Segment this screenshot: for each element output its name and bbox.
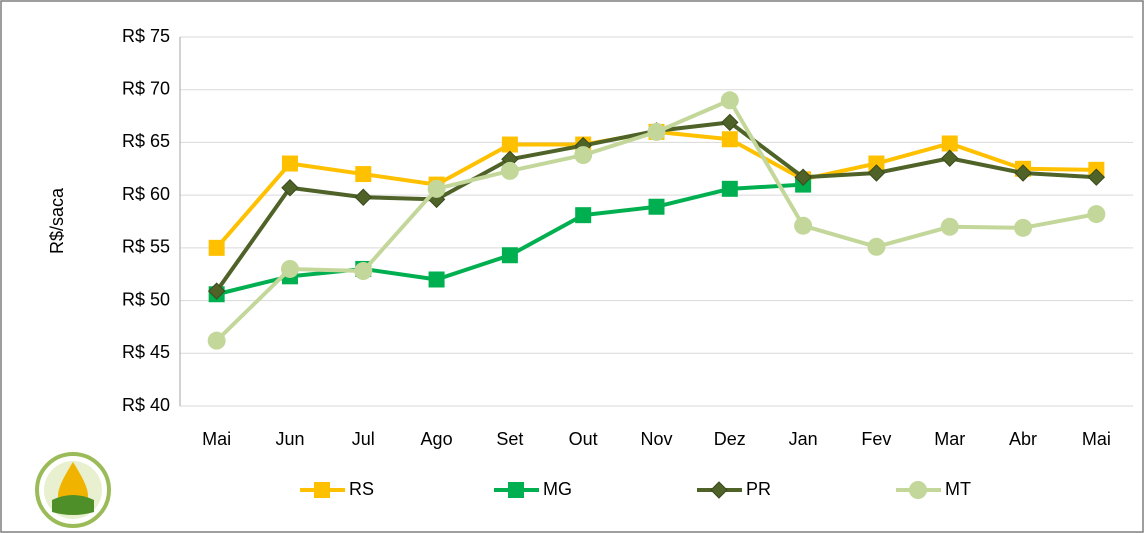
data-point — [721, 113, 739, 132]
y-tick-label: R$ 55 — [122, 237, 170, 257]
data-point — [868, 155, 885, 172]
data-point — [427, 179, 446, 198]
y-tick-label: R$ 60 — [122, 184, 170, 204]
y-tick-label: R$ 45 — [122, 342, 170, 362]
y-tick-label: R$ 50 — [122, 289, 170, 309]
data-point — [354, 262, 373, 281]
x-tick-label: Ago — [421, 429, 453, 449]
data-point — [355, 166, 372, 183]
legend-label: MG — [543, 479, 572, 499]
data-point — [501, 247, 518, 264]
data-point — [721, 131, 738, 148]
x-tick-label: Abr — [1009, 429, 1037, 449]
x-tick-label: Jan — [789, 429, 818, 449]
legend-marker — [508, 482, 524, 498]
data-point — [501, 136, 518, 153]
x-tick-label: Nov — [640, 429, 672, 449]
x-tick-label: Mai — [1082, 429, 1111, 449]
x-tick-label: Jun — [275, 429, 304, 449]
data-point — [940, 217, 959, 236]
logo — [35, 452, 111, 528]
legend-marker — [314, 482, 330, 498]
data-point — [281, 155, 298, 172]
x-tick-label: Mai — [202, 429, 231, 449]
x-tick-label: Fev — [861, 429, 891, 449]
y-tick-label: R$ 65 — [122, 131, 170, 151]
legend-marker — [710, 481, 728, 499]
data-point — [574, 146, 593, 165]
y-axis-label: R$/saca — [47, 187, 67, 254]
data-point — [720, 91, 739, 110]
data-point — [941, 149, 959, 167]
y-tick-label: R$ 40 — [122, 395, 170, 415]
data-point — [794, 216, 813, 235]
legend-label: MT — [945, 479, 971, 499]
legend-label: RS — [349, 479, 374, 499]
data-point — [648, 198, 665, 215]
data-point — [721, 180, 738, 197]
data-point — [280, 259, 299, 278]
data-point — [647, 122, 666, 141]
data-point — [500, 161, 519, 180]
data-point — [867, 164, 886, 182]
data-point — [1014, 218, 1033, 237]
data-point — [1087, 205, 1106, 224]
y-tick-label: R$ 70 — [122, 78, 170, 98]
x-tick-label: Jul — [352, 429, 375, 449]
x-tick-label: Out — [569, 429, 598, 449]
data-point — [354, 188, 372, 206]
legend-label: PR — [746, 479, 771, 499]
legend-marker — [909, 481, 927, 499]
data-point — [794, 168, 812, 186]
data-point — [867, 237, 886, 256]
y-tick-label: R$ 75 — [122, 26, 170, 46]
data-point — [281, 179, 299, 197]
data-point — [1087, 168, 1106, 186]
data-point — [207, 331, 226, 350]
data-point — [208, 239, 225, 256]
data-point — [941, 135, 958, 152]
data-point — [575, 207, 592, 224]
x-tick-label: Mar — [934, 429, 965, 449]
data-point — [207, 282, 226, 300]
x-tick-label: Dez — [714, 429, 746, 449]
x-tick-label: Set — [496, 429, 523, 449]
data-point — [428, 271, 445, 288]
data-point — [1014, 164, 1032, 182]
